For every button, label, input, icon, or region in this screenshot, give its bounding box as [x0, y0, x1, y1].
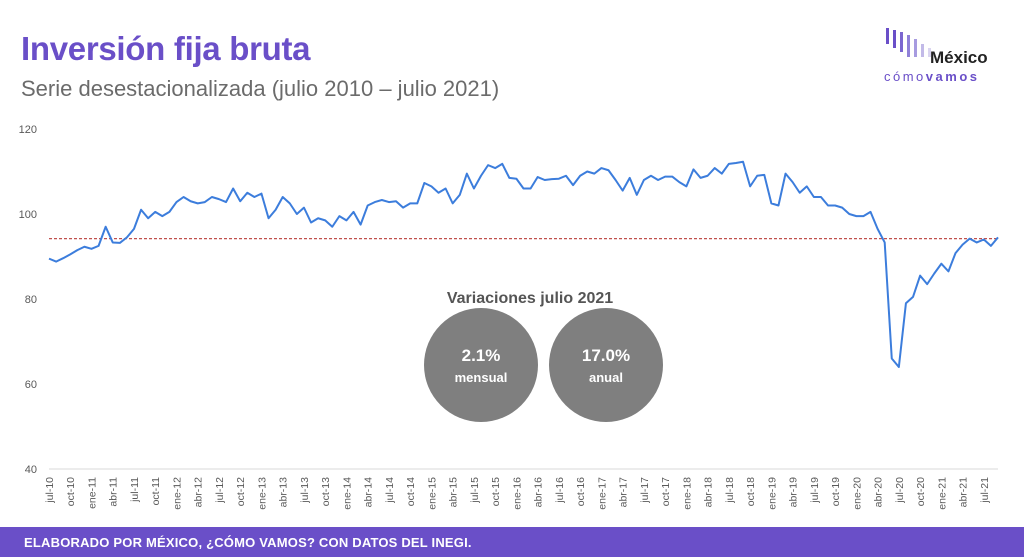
series-line-inversion-fija-bruta: [48, 160, 999, 368]
x-tick-label: abr-15: [448, 477, 460, 508]
logo-tagline: cómovamos: [884, 69, 980, 84]
logo-bars-icon: [886, 28, 931, 57]
x-tick-label: jul-13: [299, 477, 311, 504]
logo-tagline-bold: vamos: [925, 69, 980, 84]
x-tick-label: ene-11: [86, 477, 98, 509]
x-tick-label: jul-21: [979, 477, 991, 504]
x-tick-label: ene-15: [426, 477, 438, 510]
x-tick-label: ene-21: [936, 477, 948, 510]
x-tick-label: oct-20: [915, 477, 927, 506]
x-tick-label: abr-20: [873, 477, 885, 508]
x-tick-label: ene-19: [766, 477, 778, 510]
y-tick-label: 60: [25, 379, 37, 391]
x-tick-label: abr-13: [278, 477, 290, 508]
x-tick-label: ene-16: [511, 477, 523, 510]
variations-title: Variaciones julio 2021: [446, 290, 614, 307]
x-tick-label: oct-13: [320, 477, 332, 506]
mexico-como-vamos-logo: México cómovamos: [884, 26, 1006, 86]
annual-variation-bubble: 17.0% anual: [549, 308, 663, 422]
logo-name: México: [930, 48, 988, 67]
monthly-variation-bubble: 2.1% mensual: [424, 308, 538, 422]
annual-variation-value: 17.0%: [581, 346, 631, 365]
x-tick-label: jul-19: [809, 477, 821, 504]
page-subtitle: Serie desestacionalizada (julio 2010 – j…: [21, 76, 500, 101]
x-tick-label: abr-17: [618, 477, 630, 508]
x-tick-label: abr-12: [193, 477, 205, 508]
x-tick-label: abr-16: [533, 477, 545, 508]
x-tick-label: ene-12: [171, 477, 183, 510]
x-tick-label: jul-17: [639, 477, 651, 504]
x-tick-label: jul-16: [554, 477, 566, 504]
x-tick-label: abr-14: [363, 477, 375, 508]
x-tick-label: oct-11: [150, 477, 162, 506]
x-tick-label: oct-19: [830, 477, 842, 506]
x-tick-label: jul-11: [129, 477, 141, 503]
x-tick-label: abr-18: [703, 477, 715, 508]
y-tick-label: 40: [25, 464, 37, 476]
x-tick-label: abr-21: [958, 477, 970, 508]
x-tick-label: jul-12: [214, 477, 226, 504]
x-tick-label: ene-13: [256, 477, 268, 510]
x-tick-label: ene-20: [851, 477, 863, 510]
x-tick-label: oct-12: [235, 477, 247, 506]
x-tick-label: jul-15: [469, 477, 481, 504]
x-tick-label: jul-20: [894, 477, 906, 504]
x-tick-label: ene-17: [596, 477, 608, 510]
y-tick-label: 100: [19, 209, 37, 221]
footer-bar: ELABORADO POR MÉXICO, ¿CÓMO VAMOS? CON D…: [0, 527, 1024, 557]
x-tick-label: ene-14: [341, 477, 353, 510]
x-tick-label: oct-10: [65, 477, 77, 506]
page-title: Inversión fija bruta: [21, 30, 311, 67]
x-tick-label: jul-18: [724, 477, 736, 504]
x-tick-label: oct-16: [575, 477, 587, 506]
x-tick-label: oct-15: [490, 477, 502, 506]
annual-variation-label: anual: [589, 370, 623, 385]
x-tick-label: oct-14: [405, 477, 417, 506]
monthly-variation-value: 2.1%: [461, 346, 501, 365]
logo-tagline-light: cómo: [884, 69, 926, 84]
x-tick-label: abr-11: [108, 477, 120, 507]
y-tick-label: 120: [19, 124, 37, 136]
footer-text: ELABORADO POR MÉXICO, ¿CÓMO VAMOS? CON D…: [24, 535, 472, 550]
x-axis: jul-10 oct-10 ene-11 abr-11 jul-11 oct-11 ene-…: [44, 468, 998, 510]
x-tick-label: jul-10: [44, 477, 56, 504]
x-tick-label: jul-14: [384, 477, 396, 504]
monthly-variation-label: mensual: [454, 370, 508, 385]
x-tick-label: oct-18: [745, 477, 757, 506]
x-tick-label: ene-18: [681, 477, 693, 510]
x-tick-label: oct-17: [660, 477, 672, 506]
y-tick-label: 80: [25, 294, 37, 306]
y-axis: 40 60 80 100 120: [19, 124, 37, 476]
x-tick-label: abr-19: [788, 477, 800, 508]
